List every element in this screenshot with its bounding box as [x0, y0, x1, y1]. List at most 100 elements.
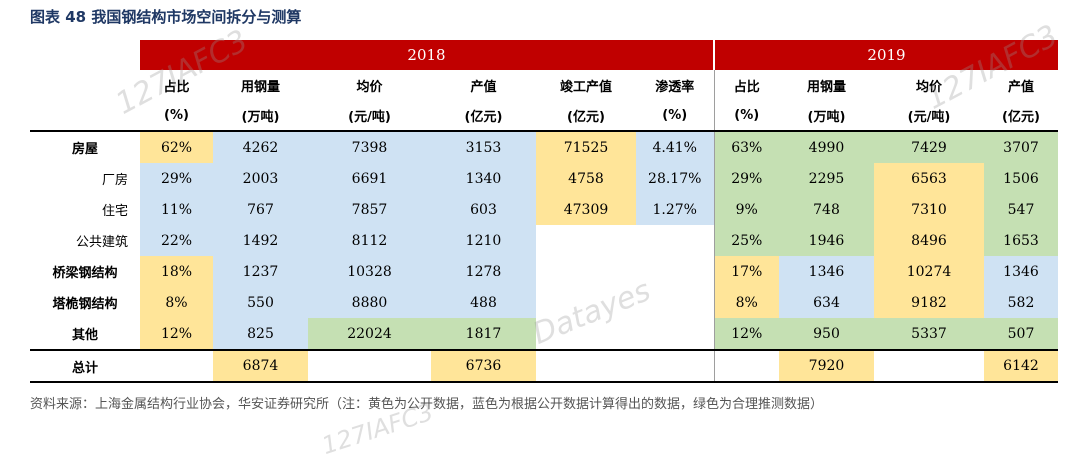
- table-cell: 9182: [874, 287, 984, 318]
- table-cell: [636, 225, 714, 256]
- table-cell: 3707: [984, 131, 1058, 163]
- table-cell: 7857: [308, 194, 431, 225]
- table-row: 厂房 29% 2003 6691 1340 4758 28.17% 29% 22…: [30, 163, 1058, 194]
- total-row: 总计 6874 6736 7920 6142: [30, 349, 1058, 383]
- column-header-row: 占比 用钢量 均价 产值 竣工产值 渗透率 占比 用钢量 均价 产值: [30, 70, 1058, 100]
- table-cell: 18%: [140, 256, 213, 287]
- table-cell: 12%: [140, 318, 213, 350]
- unit-header: (亿元): [984, 100, 1058, 132]
- table-cell: 12%: [713, 318, 779, 350]
- table-cell: 1346: [779, 256, 874, 287]
- table-row: 其他 12% 825 22024 1817 12% 950 5337 507: [30, 318, 1058, 350]
- table-cell: [874, 349, 984, 383]
- corner-cell: [30, 70, 140, 100]
- table-cell: 62%: [140, 131, 213, 163]
- corner-cell: [30, 100, 140, 132]
- table-cell: [636, 318, 714, 350]
- unit-header: (%): [713, 100, 779, 132]
- table-cell: 6736: [431, 349, 536, 383]
- table-cell: [536, 256, 636, 287]
- table-cell: 1.27%: [636, 194, 714, 225]
- table-cell: 1653: [984, 225, 1058, 256]
- column-header: 产值: [1007, 79, 1034, 95]
- table-cell: 1278: [431, 256, 536, 287]
- table-cell: 6691: [308, 163, 431, 194]
- table-cell: 6874: [213, 349, 308, 383]
- table-cell: 748: [779, 194, 874, 225]
- table-cell: 11%: [140, 194, 213, 225]
- column-header: 均价: [915, 79, 942, 95]
- table-cell: 71525: [536, 131, 636, 163]
- table-cell: 634: [779, 287, 874, 318]
- table-cell: 8496: [874, 225, 984, 256]
- column-header: 均价: [356, 79, 383, 95]
- table-cell: 8%: [140, 287, 213, 318]
- table-cell: 1492: [213, 225, 308, 256]
- row-label: 总计: [30, 349, 140, 383]
- unit-header: (万吨): [779, 100, 874, 132]
- table-cell: 22024: [308, 318, 431, 350]
- row-label: 厂房: [101, 173, 128, 188]
- column-header: 占比: [163, 79, 190, 95]
- table-cell: 1340: [431, 163, 536, 194]
- row-label: 塔桅钢结构: [52, 297, 118, 312]
- unit-header: (万吨): [213, 100, 308, 132]
- row-label: 住宅: [101, 204, 128, 219]
- table-cell: 488: [431, 287, 536, 318]
- table-cell: 4758: [536, 163, 636, 194]
- table-cell: 1946: [779, 225, 874, 256]
- column-header: 用钢量: [806, 79, 846, 95]
- table-cell: 7920: [779, 349, 874, 383]
- source-note: 资料来源：上海金属结构行业协会，华安证券研究所（注：黄色为公开数据，蓝色为根据公…: [30, 397, 824, 412]
- table-cell: 8112: [308, 225, 431, 256]
- column-header: 产值: [470, 79, 497, 95]
- table-cell: 25%: [713, 225, 779, 256]
- table-cell: [536, 349, 636, 383]
- table-cell: 22%: [140, 225, 213, 256]
- row-label: 公共建筑: [75, 235, 128, 250]
- table-cell: 3153: [431, 131, 536, 163]
- table-cell: 29%: [713, 163, 779, 194]
- table-cell: 8880: [308, 287, 431, 318]
- figure-title: 图表 48 我国钢结构市场空间拆分与测算: [30, 8, 302, 26]
- table-cell: 1817: [431, 318, 536, 350]
- table-cell: 2003: [213, 163, 308, 194]
- table-cell: 63%: [713, 131, 779, 163]
- table-cell: 7310: [874, 194, 984, 225]
- year-2019-header: 2019: [714, 40, 1058, 70]
- table-cell: 6563: [874, 163, 984, 194]
- column-header: 用钢量: [240, 79, 280, 95]
- table-cell: 547: [984, 194, 1058, 225]
- row-label: 房屋: [71, 142, 98, 157]
- table-cell: 8%: [713, 287, 779, 318]
- table-cell: 7398: [308, 131, 431, 163]
- unit-header: (%): [140, 100, 213, 132]
- unit-header-row: (%) (万吨) (元/吨) (亿元) (亿元) (%) (%) (万吨) (元…: [30, 100, 1058, 132]
- table-cell: 10274: [874, 256, 984, 287]
- steel-structure-table: 2018 2019 占比 用钢量 均价 产值 竣工产值 渗透率 占比 用钢量 均…: [30, 40, 1058, 383]
- unit-header: (亿元): [431, 100, 536, 132]
- table-cell: 4262: [213, 131, 308, 163]
- table-cell: 10328: [308, 256, 431, 287]
- table-cell: 1506: [984, 163, 1058, 194]
- table-cell: 507: [984, 318, 1058, 350]
- table-cell: 9%: [713, 194, 779, 225]
- table-cell: 1346: [984, 256, 1058, 287]
- table-cell: 17%: [713, 256, 779, 287]
- table-row: 住宅 11% 767 7857 603 47309 1.27% 9% 748 7…: [30, 194, 1058, 225]
- table-row: 桥梁钢结构 18% 1237 10328 1278 17% 1346 10274…: [30, 256, 1058, 287]
- table-cell: 582: [984, 287, 1058, 318]
- unit-header: (元/吨): [874, 100, 984, 132]
- unit-header: (亿元): [536, 100, 636, 132]
- table-cell: [140, 349, 213, 383]
- table-cell: 950: [779, 318, 874, 350]
- corner-cell: [30, 40, 140, 70]
- table-cell: 825: [213, 318, 308, 350]
- table-cell: [308, 349, 431, 383]
- table-cell: [636, 349, 714, 383]
- table-cell: 603: [431, 194, 536, 225]
- table-cell: [713, 349, 779, 383]
- table-row: 公共建筑 22% 1492 8112 1210 25% 1946 8496 16…: [30, 225, 1058, 256]
- year-header-row: 2018 2019: [30, 40, 1058, 70]
- table-cell: 767: [213, 194, 308, 225]
